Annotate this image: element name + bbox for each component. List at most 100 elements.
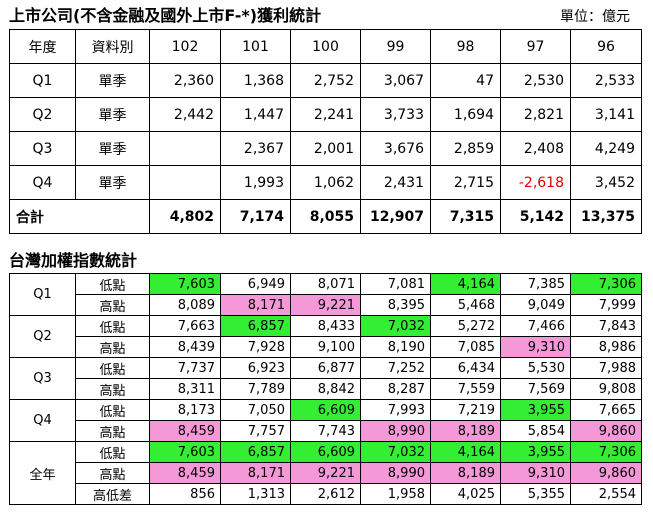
table-row: Q2 單季 2,442 1,447 2,241 3,733 1,694 2,82… [9,97,642,132]
value-cell: 8,287 [360,378,431,400]
value-cell: 1,958 [360,483,431,505]
value-cell: 7,988 [570,357,642,379]
value-cell: 9,049 [500,294,571,316]
value-cell: 5,355 [500,483,571,505]
value-cell: 7,603 [149,273,221,295]
total-row: 合計 4,802 7,174 8,055 12,907 7,315 5,142 … [9,199,642,234]
high-label: 高點 [75,420,150,442]
period-label: Q1 [9,273,76,316]
value-cell [149,165,221,200]
value-cell: 8,990 [360,420,431,442]
value-cell: 6,609 [290,441,361,463]
value-cell: 1,313 [220,483,291,505]
value-cell: 8,990 [360,462,431,484]
quarter-label: Q1 [9,63,76,98]
value-cell: 1,694 [430,97,501,132]
header-102: 102 [149,29,221,64]
value-cell: 4,164 [430,441,501,463]
period-label: Q2 [9,315,76,358]
value-cell: 3,141 [570,97,642,132]
value-cell: 6,923 [220,357,291,379]
total-cell: 8,055 [290,199,361,234]
quarter-label: Q2 [9,97,76,132]
value-cell: 8,189 [430,420,501,442]
value-cell: 2,408 [500,131,571,166]
table-row: 高點 8,089 8,171 9,221 8,395 5,468 9,049 7… [10,294,642,316]
value-cell: 7,743 [290,420,361,442]
table-row: Q3 低點 7,737 6,923 6,877 7,252 6,434 5,53… [9,357,642,400]
value-cell: 7,663 [149,315,221,337]
value-cell: 8,459 [149,420,221,442]
value-cell: 1,368 [220,63,291,98]
high-label: 高點 [75,336,150,358]
value-cell: 8,433 [290,315,361,337]
value-cell: 8,459 [149,462,221,484]
data-type: 單季 [75,165,150,200]
value-cell: 8,173 [149,399,221,421]
header-96: 96 [570,29,642,64]
value-cell: 5,854 [500,420,571,442]
value-cell: 7,466 [500,315,571,337]
value-cell: 8,171 [220,294,291,316]
value-cell: 856 [149,483,221,505]
value-cell: 7,559 [430,378,501,400]
value-cell: 7,569 [500,378,571,400]
value-cell: 8,311 [149,378,221,400]
total-cell: 5,142 [500,199,571,234]
table-row: 高點 8,439 7,928 9,100 8,190 7,085 9,310 8… [10,336,642,358]
value-cell: 3,452 [570,165,642,200]
value-cell: 4,164 [430,273,501,295]
value-cell: 7,603 [149,441,221,463]
value-cell: 1,993 [220,165,291,200]
unit-label: 單位：億元 [560,9,630,25]
table-row: Q4 單季 1,993 1,062 2,431 2,715 -2,618 3,4… [9,165,642,200]
value-cell: 2,431 [360,165,431,200]
value-cell: 9,860 [570,462,642,484]
profit-table: 年度 資料別 102 101 100 99 98 97 96 Q1 單季 2,3… [9,29,642,234]
header-101: 101 [220,29,291,64]
data-type: 單季 [75,131,150,166]
value-cell: 2,612 [290,483,361,505]
table-row: 高點 8,311 7,789 8,842 8,287 7,559 7,569 9… [10,378,642,400]
data-type: 單季 [75,63,150,98]
value-cell: 9,808 [570,378,642,400]
value-cell: 7,385 [500,273,571,295]
value-cell: 4,249 [570,131,642,166]
table-row: 高低差 856 1,313 2,612 1,958 4,025 5,355 2,… [10,483,642,505]
period-label: 全年 [9,441,76,505]
low-label: 低點 [75,357,150,379]
value-cell: 7,032 [360,315,431,337]
total-cell: 13,375 [570,199,642,234]
value-cell: 1,447 [220,97,291,132]
value-cell [149,131,221,166]
value-cell: 6,857 [220,315,291,337]
value-cell: 2,442 [149,97,221,132]
total-label: 合計 [9,199,150,234]
value-cell: 6,609 [290,399,361,421]
header-97: 97 [500,29,571,64]
index-table-title: 台灣加權指數統計 [9,251,138,270]
value-cell: 3,955 [500,399,571,421]
value-cell: 7,789 [220,378,291,400]
high-label: 高點 [75,462,150,484]
value-cell: 7,306 [570,273,642,295]
value-cell: 6,877 [290,357,361,379]
value-cell: 5,272 [430,315,501,337]
value-cell: 7,993 [360,399,431,421]
value-cell: 8,439 [149,336,221,358]
value-cell: 4,025 [430,483,501,505]
value-cell: 2,367 [220,131,291,166]
table-row: 高點 8,459 7,757 7,743 8,990 8,189 5,854 9… [10,420,642,442]
value-cell: 7,081 [360,273,431,295]
value-cell: 8,189 [430,462,501,484]
value-cell: 7,757 [220,420,291,442]
value-cell: 7,219 [430,399,501,421]
header-data-type: 資料別 [75,29,150,64]
profit-table-title: 上市公司(不含金融及國外上市F-*)獲利統計 [9,6,322,25]
value-cell: 7,085 [430,336,501,358]
value-cell: 9,100 [290,336,361,358]
value-cell: 9,310 [500,462,571,484]
value-cell: 6,434 [430,357,501,379]
table-row: 高點 8,459 8,171 9,221 8,990 8,189 9,310 9… [10,462,642,484]
value-cell: 6,949 [220,273,291,295]
